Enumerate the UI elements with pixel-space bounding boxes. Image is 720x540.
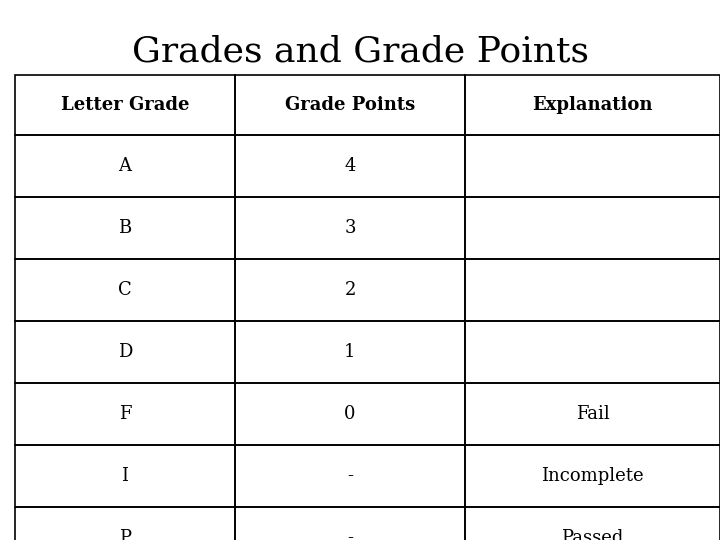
Text: C: C [118,281,132,299]
Text: Fail: Fail [575,405,609,423]
Bar [465,507,720,540]
Bar [15,197,235,259]
Bar [15,135,235,197]
Bar [235,507,465,540]
Bar [15,321,235,383]
Bar [235,321,465,383]
Bar [235,135,465,197]
Text: 0: 0 [344,405,356,423]
Text: B: B [118,219,132,237]
Bar [235,445,465,507]
Bar [15,75,235,135]
Text: 3: 3 [344,219,356,237]
Bar [235,259,465,321]
Text: F: F [119,405,131,423]
Text: Grades and Grade Points: Grades and Grade Points [132,35,588,69]
Bar [465,383,720,445]
Text: Letter Grade: Letter Grade [60,96,189,114]
Bar [15,383,235,445]
Text: -: - [347,529,353,540]
Text: Explanation: Explanation [532,96,653,114]
Text: 2: 2 [344,281,356,299]
Bar [235,383,465,445]
Bar [465,75,720,135]
Bar [235,75,465,135]
Bar [235,197,465,259]
Bar [15,507,235,540]
Text: -: - [347,467,353,485]
Text: Grade Points: Grade Points [285,96,415,114]
Text: D: D [118,343,132,361]
Text: Incomplete: Incomplete [541,467,644,485]
Bar [465,135,720,197]
Text: 1: 1 [344,343,356,361]
Text: I: I [122,467,128,485]
Bar [465,259,720,321]
Text: Passed: Passed [562,529,624,540]
Bar [465,321,720,383]
Text: 4: 4 [344,157,356,175]
Text: A: A [119,157,132,175]
Text: P: P [119,529,131,540]
Bar [465,197,720,259]
Bar [15,259,235,321]
Bar [15,445,235,507]
Bar [465,445,720,507]
